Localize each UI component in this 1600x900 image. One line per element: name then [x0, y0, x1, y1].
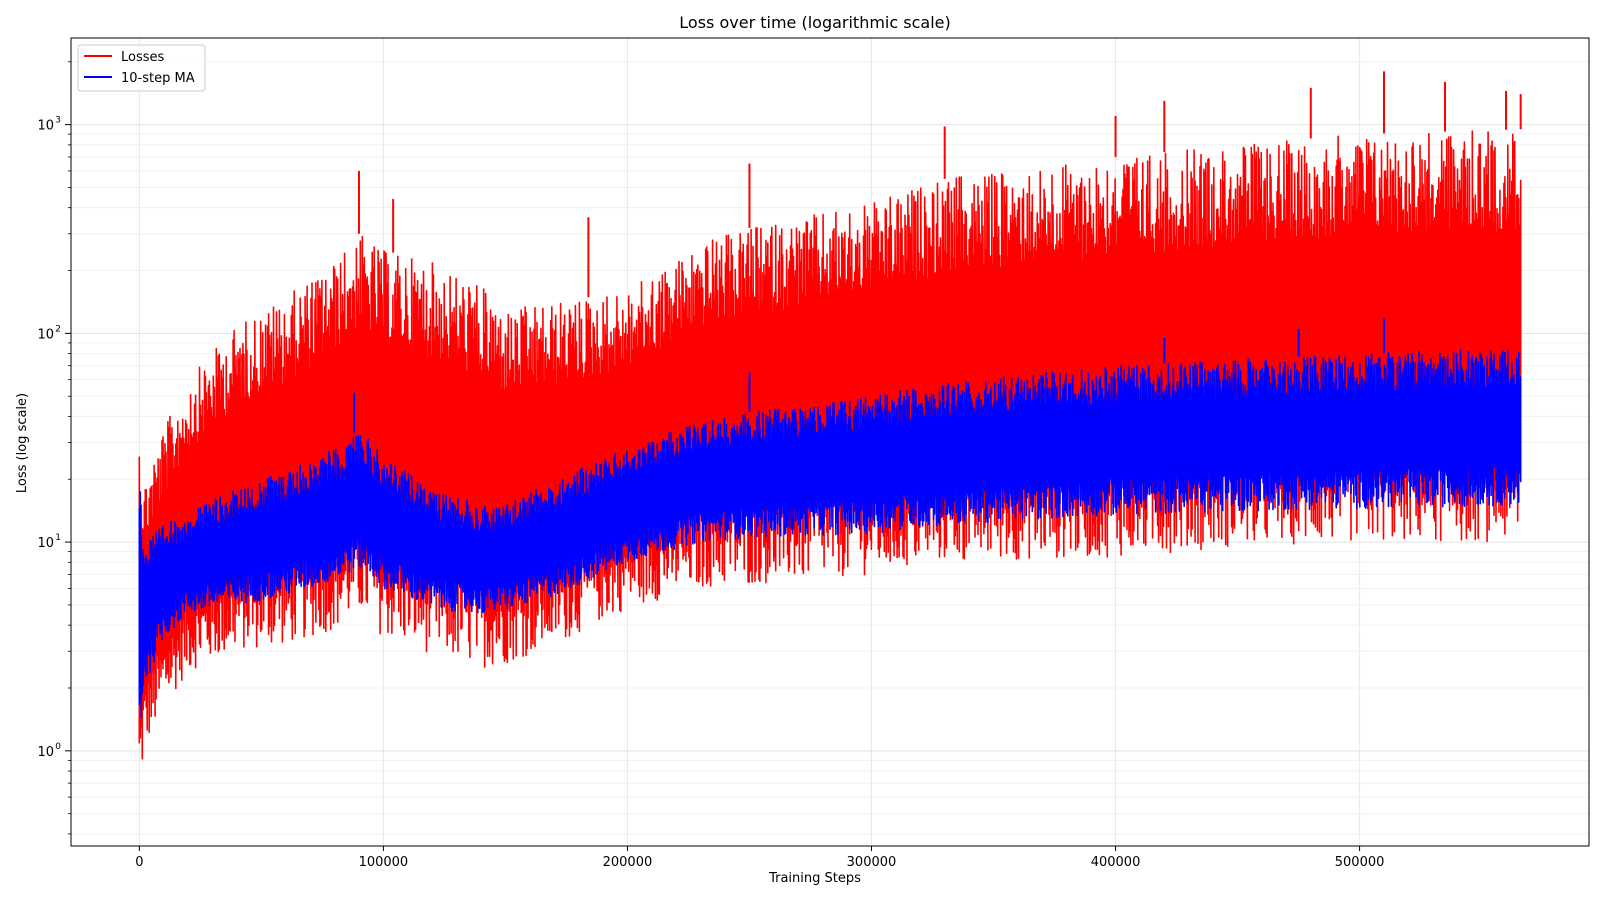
- plot-frame: [70, 37, 1590, 847]
- series-layer: [138, 71, 1522, 760]
- x-tick-label: 400000: [1091, 855, 1141, 870]
- y-tick-label: 10: [37, 745, 54, 760]
- legend-label-losses: Losses: [121, 50, 165, 65]
- y-tick-exponent: 2: [55, 324, 61, 334]
- y-axis-label: Loss (log scale): [15, 393, 30, 493]
- x-tick-label: 500000: [1335, 855, 1385, 870]
- x-tick-label: 0: [135, 855, 143, 870]
- legend-label-ma: 10-step MA: [121, 71, 195, 86]
- x-tick-label: 300000: [847, 855, 897, 870]
- y-tick-label: 10: [37, 536, 54, 551]
- y-tick-exponent: 3: [55, 116, 61, 126]
- chart-title: Loss over time (logarithmic scale): [679, 13, 950, 32]
- series-line-0: [138, 130, 1522, 760]
- y-tick-label: 10: [37, 327, 54, 342]
- y-tick-label: 10: [37, 119, 54, 134]
- x-tick-label: 100000: [359, 855, 409, 870]
- y-tick-exponent: 0: [55, 742, 61, 752]
- x-tick-label: 200000: [603, 855, 653, 870]
- series-line-1: [138, 349, 1522, 718]
- legend: Losses 10-step MA: [77, 44, 206, 92]
- y-tick-exponent: 1: [55, 533, 61, 543]
- x-axis-label: Training Steps: [768, 871, 861, 886]
